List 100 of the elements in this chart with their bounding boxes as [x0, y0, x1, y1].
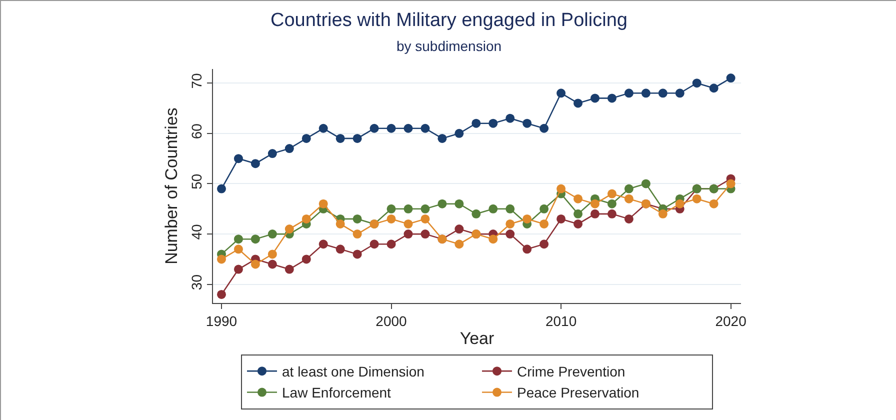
point — [607, 199, 616, 208]
point — [675, 199, 684, 208]
point — [556, 184, 566, 194]
chart-subtitle: by subdimension — [396, 38, 502, 54]
point — [284, 264, 294, 274]
point — [522, 244, 532, 254]
point — [386, 240, 396, 249]
point — [250, 234, 260, 244]
point — [641, 179, 650, 188]
point — [454, 128, 464, 138]
point — [624, 88, 634, 98]
x-tick-label: 2020 — [715, 312, 747, 329]
point — [590, 199, 600, 208]
point — [692, 78, 702, 88]
point — [607, 94, 616, 103]
point — [488, 234, 498, 244]
point — [268, 149, 277, 158]
point — [404, 230, 413, 239]
point — [488, 118, 498, 128]
x-tick-label: 1990 — [206, 312, 238, 329]
point — [658, 209, 668, 218]
point — [352, 214, 362, 224]
point — [386, 124, 396, 133]
point — [216, 254, 226, 264]
point — [386, 204, 396, 214]
point — [284, 224, 294, 234]
point — [540, 204, 549, 214]
point — [216, 290, 226, 299]
point — [624, 184, 634, 194]
point — [318, 124, 328, 133]
point — [234, 234, 243, 244]
y-tick-label: 70 — [188, 72, 204, 89]
point — [692, 194, 702, 204]
legend-label: Crime Prevention — [517, 364, 626, 380]
point — [540, 124, 549, 133]
y-tick-label: 60 — [188, 123, 204, 140]
point — [574, 194, 583, 204]
point — [302, 134, 311, 143]
point — [352, 230, 362, 239]
point — [709, 84, 718, 93]
point — [607, 209, 616, 218]
legend-label: Law Enforcement — [282, 384, 392, 401]
point — [302, 254, 311, 264]
y-axis-title: Number of Countries — [162, 108, 181, 264]
legend-label: at least one Dimension — [282, 364, 424, 380]
point — [420, 214, 430, 224]
point — [420, 230, 430, 239]
y-tick-label: 50 — [188, 174, 204, 190]
point — [454, 224, 464, 234]
chart-title: Countries with Military engaged in Policing — [270, 10, 628, 32]
point — [284, 144, 294, 154]
point — [234, 244, 243, 254]
y-tick-label: 40 — [188, 224, 204, 240]
point — [574, 209, 583, 218]
point — [336, 244, 345, 254]
point — [556, 88, 566, 98]
point — [250, 159, 260, 168]
point — [336, 219, 345, 228]
x-axis-title: Year — [460, 329, 495, 348]
x-tick-label: 2000 — [376, 312, 408, 329]
point — [386, 214, 396, 224]
point — [590, 209, 600, 218]
point — [709, 199, 718, 208]
point — [352, 134, 362, 143]
point — [268, 260, 277, 269]
point — [506, 230, 515, 239]
point — [234, 264, 243, 274]
point — [726, 179, 736, 188]
point — [726, 74, 736, 83]
point — [472, 209, 481, 218]
point — [641, 88, 650, 98]
point — [624, 214, 634, 224]
point — [268, 250, 277, 259]
point — [488, 204, 498, 214]
point — [352, 250, 362, 259]
point — [522, 118, 532, 128]
point — [506, 204, 515, 214]
point — [318, 199, 328, 208]
point — [556, 214, 566, 224]
point — [370, 124, 379, 133]
point — [506, 114, 515, 123]
point — [302, 214, 311, 224]
point — [540, 240, 549, 249]
point — [574, 98, 583, 108]
point — [574, 219, 583, 228]
y-tick-label: 30 — [188, 274, 204, 290]
point — [420, 124, 430, 133]
point — [336, 134, 345, 143]
point — [420, 204, 430, 214]
point — [540, 219, 549, 228]
point — [607, 189, 616, 198]
point — [506, 219, 515, 228]
point — [234, 154, 243, 164]
point — [404, 204, 413, 214]
point — [675, 88, 684, 98]
point — [438, 199, 447, 208]
point — [404, 219, 413, 228]
point — [438, 134, 447, 143]
point — [216, 184, 226, 194]
point — [454, 240, 464, 249]
